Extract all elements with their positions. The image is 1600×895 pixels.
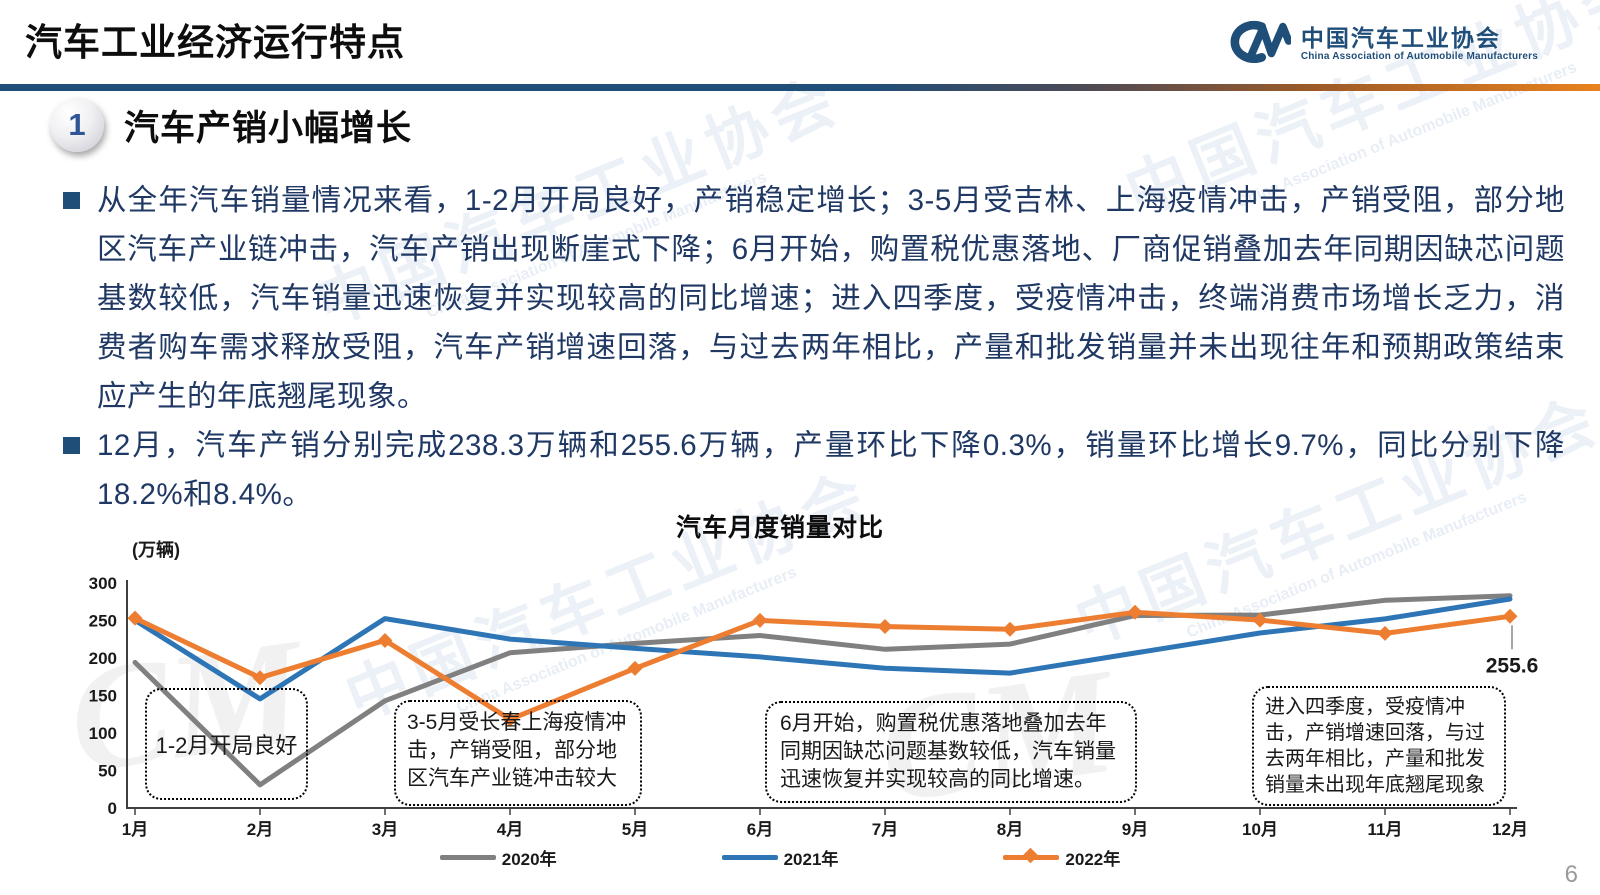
legend-label: 2021年 (783, 850, 839, 869)
legend-line-swatch (721, 855, 778, 860)
legend-label: 2020年 (501, 850, 557, 869)
org-names: 中国汽车工业协会 China Association of Automobile… (1301, 25, 1538, 62)
series-line-2020年 (132, 593, 1513, 788)
y-tick-label: 0 (108, 799, 117, 818)
diamond-marker-icon (1377, 625, 1393, 641)
annotation-mar-may: 3-5月受长春上海疫情冲击，产销受阻，部分地区汽车产业链冲击较大 (394, 700, 642, 806)
x-tick-label: 12月 (1492, 820, 1528, 839)
cm-logo-icon (1223, 18, 1293, 69)
monthly-sales-chart: 汽车月度销量对比 (万辆) 0 50 100 150 200 250 300 1月 2月 3月 4月… (0, 500, 1600, 895)
bullet-text: 12月，汽车产销分别完成238.3万辆和255.6万辆，产量环比下降0.3%，销… (97, 429, 1565, 511)
y-tick-label: 150 (89, 687, 117, 706)
org-name-en: China Association of Automobile Manufact… (1300, 51, 1538, 62)
diamond-marker-icon (252, 670, 268, 686)
bullet-square-icon (63, 192, 80, 209)
series-line-2022年 (132, 609, 1513, 722)
legend-line-swatch (1003, 847, 1060, 864)
bullet-item: 12月，汽车产销分别完成238.3万辆和255.6万辆，产量环比下降0.3%，销… (60, 421, 1565, 519)
y-tick-label: 300 (89, 574, 117, 593)
legend-item-2021: 2021年 (721, 845, 839, 870)
section-number-badge: 1 (50, 98, 104, 152)
y-tick-label: 200 (89, 649, 117, 668)
annotation-text: 6月开始，购置税优惠落地叠加去年同期因缺芯问题基数较低，汽车销量迅速恢复并实现较… (780, 712, 1116, 791)
x-tick-label: 7月 (872, 820, 898, 839)
x-tick-label: 2月 (247, 820, 273, 839)
org-logo: 中国汽车工业协会 China Association of Automobile… (1223, 18, 1538, 69)
header-divider (0, 84, 1600, 91)
page-number: 6 (1564, 861, 1578, 888)
chart-title: 汽车月度销量对比 (675, 514, 884, 542)
diamond-marker-icon (1023, 847, 1039, 864)
diamond-marker-icon (502, 711, 518, 727)
diamond-marker-icon (1127, 604, 1143, 620)
chart-plot-area: 0 50 100 150 200 250 300 1月 2月 3月 4月 5月 6月 7月 8月 9月 10月 1… (89, 574, 1539, 839)
annotation-text: 1-2月开局良好 (155, 733, 298, 758)
y-tick-label: 100 (89, 724, 117, 743)
diamond-marker-icon (1502, 608, 1518, 624)
annotation-text: 进入四季度，受疫情冲击，产销增速回落，与过去两年相比，产量和批发销量未出现年底翘… (1265, 696, 1485, 796)
diamond-marker-icon (752, 612, 768, 628)
bullet-square-icon (63, 437, 80, 454)
x-tick-label: 1月 (122, 820, 148, 839)
annotation-june: 6月开始，购置税优惠落地叠加去年同期因缺芯问题基数较低，汽车销量迅速恢复并实现较… (765, 701, 1137, 803)
x-tick-label: 11月 (1368, 820, 1403, 839)
diamond-marker-icon (627, 660, 643, 676)
legend-line-swatch (439, 855, 496, 860)
x-tick-label: 5月 (622, 820, 648, 839)
x-tick-label: 10月 (1242, 820, 1278, 839)
bullet-text: 从全年汽车销量情况来看，1-2月开局良好，产销稳定增长；3-5月受吉林、上海疫情… (97, 184, 1565, 413)
section-heading: 1 汽车产销小幅增长 (50, 98, 412, 152)
legend-label: 2022年 (1065, 850, 1121, 869)
annotation-text: 3-5月受长春上海疫情冲击，产销受阻，部分地区汽车产业链冲击较大 (407, 711, 627, 790)
series-line-2021年 (132, 596, 1513, 702)
diamond-marker-icon (1002, 621, 1018, 637)
annotation-q4: 进入四季度，受疫情冲击，产销增速回落，与过去两年相比，产量和批发销量未出现年底翘… (1252, 686, 1506, 806)
y-tick-label: 250 (89, 612, 117, 631)
org-name-cn: 中国汽车工业协会 (1300, 25, 1501, 51)
bullet-list: 从全年汽车销量情况来看，1-2月开局良好，产销稳定增长；3-5月受吉林、上海疫情… (60, 176, 1565, 519)
diamond-marker-icon (377, 632, 393, 648)
legend-item-2022: 2022年 (1003, 845, 1120, 870)
diamond-marker-icon (127, 610, 143, 626)
chart-legend: 2020年 2021年 2022年 (0, 845, 1560, 870)
x-tick-label: 6月 (747, 820, 773, 839)
x-tick-label: 8月 (997, 820, 1023, 839)
x-tick-label: 4月 (497, 820, 523, 839)
diamond-marker-icon (1252, 612, 1268, 628)
chart-unit-label: (万辆) (132, 540, 180, 560)
data-label-255-6: 255.6 (1486, 654, 1539, 677)
x-tick-label: 3月 (372, 820, 398, 839)
x-tick-label: 9月 (1122, 820, 1148, 839)
section-title: 汽车产销小幅增长 (124, 108, 413, 148)
legend-item-2020: 2020年 (439, 845, 557, 870)
diamond-marker-icon (877, 619, 893, 634)
bullet-item: 从全年汽车销量情况来看，1-2月开局良好，产销稳定增长；3-5月受吉林、上海疫情… (60, 176, 1565, 421)
page-title: 汽车工业经济运行特点 (25, 22, 405, 63)
y-tick-label: 50 (98, 762, 117, 781)
annotation-jan-feb: 1-2月开局良好 (145, 688, 308, 800)
